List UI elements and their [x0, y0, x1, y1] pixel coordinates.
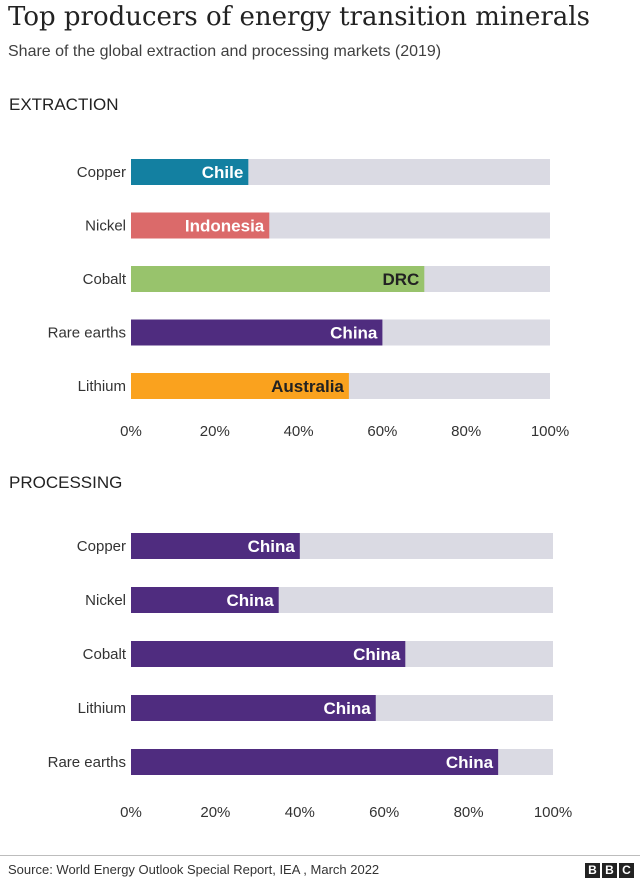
- extraction-category-label: Lithium: [78, 378, 126, 395]
- processing-bar-label: China: [248, 537, 296, 556]
- processing-x-tick-label: 0%: [120, 804, 142, 821]
- processing-bar: [131, 533, 300, 559]
- processing-category-label: Cobalt: [83, 646, 127, 663]
- extraction-bar-label: DRC: [382, 270, 419, 289]
- bbc-logo-letter-b1: B: [585, 863, 600, 878]
- processing-category-label: Lithium: [78, 700, 126, 717]
- extraction-x-tick-label: 0%: [120, 423, 142, 440]
- extraction-bar-label: Indonesia: [185, 217, 265, 236]
- chart-title: Top producers of energy transition miner…: [8, 2, 590, 32]
- extraction-x-tick-label: 80%: [451, 423, 481, 440]
- processing-bar-label: China: [226, 591, 274, 610]
- extraction-bar-label: Australia: [271, 377, 344, 396]
- extraction-section-title: EXTRACTION: [9, 95, 119, 114]
- processing-chart: PROCESSING Copper China Nickel China Cobalt Ch…: [9, 473, 572, 821]
- extraction-x-tick-label: 40%: [284, 423, 314, 440]
- extraction-category-label: Copper: [77, 164, 126, 181]
- extraction-x-tick-label: 60%: [367, 423, 397, 440]
- processing-category-label: Rare earths: [48, 754, 126, 771]
- extraction-bar: [131, 266, 425, 292]
- source-note: Source: World Energy Outlook Special Rep…: [8, 862, 380, 877]
- processing-x-tick-label: 60%: [369, 804, 399, 821]
- processing-category-label: Copper: [77, 538, 126, 555]
- processing-bar: [131, 641, 406, 667]
- processing-x-tick-label: 40%: [285, 804, 315, 821]
- processing-x-tick-label: 20%: [200, 804, 230, 821]
- footer-divider: [0, 855, 640, 856]
- extraction-bar: [131, 373, 349, 399]
- processing-section-title: PROCESSING: [9, 473, 122, 492]
- extraction-category-label: Cobalt: [83, 271, 127, 288]
- extraction-category-label: Rare earths: [48, 325, 126, 342]
- processing-category-label: Nickel: [85, 592, 126, 609]
- bbc-logo-letter-c: C: [619, 863, 634, 878]
- extraction-category-label: Nickel: [85, 218, 126, 235]
- chart-subtitle: Share of the global extraction and proce…: [8, 43, 442, 60]
- extraction-bar: [131, 212, 270, 239]
- processing-x-tick-label: 80%: [454, 804, 484, 821]
- processing-bar: [131, 587, 279, 613]
- processing-bar: [131, 749, 499, 775]
- extraction-bar-label: Chile: [202, 163, 244, 182]
- extraction-bar: [131, 319, 383, 346]
- processing-bar-label: China: [324, 699, 372, 718]
- bbc-logo-letter-b2: B: [602, 863, 617, 878]
- bbc-logo: B B C: [585, 863, 634, 878]
- processing-bar-label: China: [446, 753, 494, 772]
- processing-bar-label: China: [353, 645, 401, 664]
- extraction-x-tick-label: 100%: [531, 423, 569, 440]
- processing-x-tick-label: 100%: [534, 804, 572, 821]
- extraction-chart: EXTRACTION Copper Chile Nickel Indonesia Coba…: [9, 95, 569, 440]
- extraction-x-tick-label: 20%: [200, 423, 230, 440]
- processing-bar: [131, 695, 376, 721]
- extraction-bar-label: China: [330, 324, 378, 343]
- extraction-bar: [131, 159, 249, 185]
